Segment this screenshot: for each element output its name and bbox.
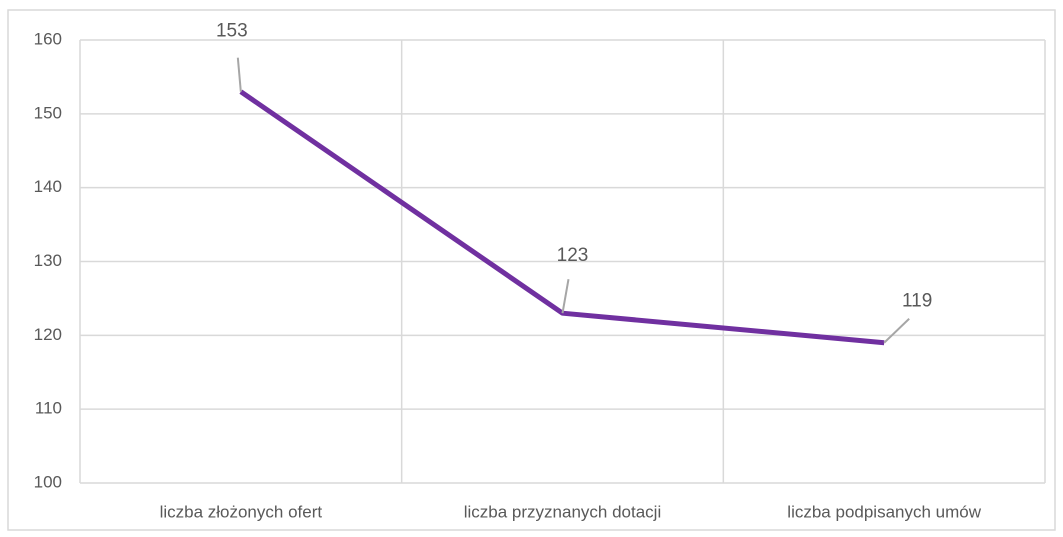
data-label: 119 <box>902 291 932 312</box>
leader-line <box>236 57 242 92</box>
y-tick-label: 150 <box>34 103 62 122</box>
x-tick-label: liczba podpisanych umów <box>787 502 981 521</box>
leader-line <box>883 317 910 344</box>
x-tick-label: liczba przyznanych dotacji <box>464 502 661 521</box>
y-tick-label: 130 <box>34 251 62 270</box>
y-tick-label: 120 <box>34 325 62 344</box>
y-tick-label: 100 <box>34 472 62 491</box>
y-tick-label: 160 <box>34 29 62 48</box>
x-tick-label: liczba złożonych ofert <box>160 502 323 521</box>
leader-line <box>561 279 570 314</box>
y-tick-label: 140 <box>34 177 62 196</box>
data-label: 153 <box>216 21 248 42</box>
y-tick-label: 110 <box>35 399 62 418</box>
chart-border <box>7 9 1056 531</box>
data-label: 123 <box>557 245 589 266</box>
